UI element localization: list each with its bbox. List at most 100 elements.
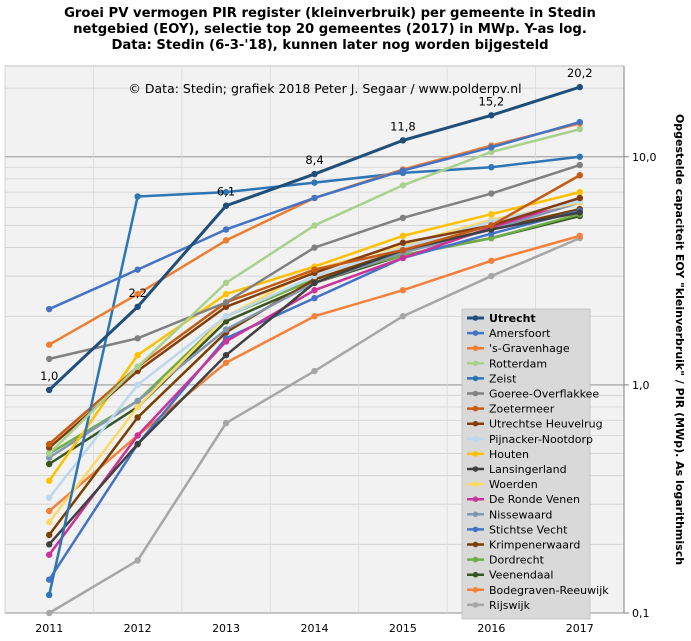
- legend-label: Zoetermeer: [489, 403, 555, 416]
- legend-swatch-marker: [472, 390, 479, 397]
- legend-swatch-marker: [472, 451, 479, 457]
- x-tick-label: 2017: [566, 622, 594, 635]
- data-point: [222, 351, 230, 359]
- y-tick-label: 1,0: [632, 379, 650, 392]
- legend-swatch-marker: [472, 375, 479, 382]
- legend-swatch-marker: [472, 481, 479, 487]
- data-point: [399, 313, 407, 320]
- data-label: 6,1: [217, 185, 235, 199]
- legend-item: Rotterdam: [467, 357, 547, 370]
- legend-label: Bodegraven-Reeuwijk: [489, 584, 609, 597]
- data-point: [311, 367, 318, 375]
- data-point: [134, 303, 141, 310]
- legend-swatch-marker: [472, 315, 479, 321]
- data-point: [576, 161, 583, 169]
- data-point: [399, 246, 407, 254]
- data-point: [488, 112, 495, 119]
- legend-swatch-marker: [472, 345, 479, 352]
- data-point: [222, 279, 230, 287]
- legend-label: Amersfoort: [489, 327, 551, 340]
- data-point: [222, 313, 230, 320]
- legend-label: Houten: [489, 448, 529, 461]
- legend-item: Nissewaard: [467, 508, 552, 521]
- data-point: [311, 294, 318, 302]
- series-utrecht: [46, 83, 583, 394]
- legend-item: Veenendaal: [467, 569, 553, 582]
- legend-label: Woerden: [489, 478, 538, 491]
- data-label: 8,4: [305, 153, 323, 167]
- data-point: [399, 239, 407, 246]
- legend-label: Rijswijk: [489, 599, 531, 612]
- copyright-annotation: © Data: Stedin; grafiek 2018 Peter J. Se…: [128, 81, 521, 96]
- data-point: [134, 193, 141, 200]
- legend-swatch-marker: [472, 571, 479, 578]
- chart-title: Groei PV vermogen PIR register (kleinver…: [0, 6, 660, 54]
- series-zeist: [46, 153, 583, 599]
- data-point: [311, 179, 318, 186]
- legend-label: Utrecht: [489, 312, 536, 325]
- data-point: [134, 403, 141, 411]
- data-point: [399, 167, 407, 174]
- legend-swatch-marker: [472, 602, 479, 608]
- data-point: [134, 432, 141, 439]
- legend-item: Zeist: [467, 372, 517, 385]
- x-tick-label: 2013: [212, 622, 240, 635]
- data-point: [134, 351, 141, 359]
- data-label: 15,2: [479, 94, 505, 108]
- x-tick-label: 2015: [389, 622, 417, 635]
- data-point: [311, 287, 318, 294]
- data-point: [134, 290, 141, 298]
- data-point: [576, 118, 583, 126]
- data-point: [399, 287, 407, 294]
- data-point: [134, 335, 141, 342]
- legend-swatch-marker: [472, 436, 479, 442]
- legend-item: Utrechtse Heuvelrug: [467, 418, 603, 431]
- legend-swatch-marker: [472, 330, 479, 336]
- data-point: [222, 318, 230, 325]
- data-point: [46, 386, 53, 394]
- data-point: [222, 359, 230, 366]
- legend-swatch-marker: [472, 496, 479, 503]
- data-point: [134, 440, 141, 448]
- legend-item: Krimpenerwaard: [467, 539, 580, 552]
- data-point: [222, 188, 230, 196]
- legend-label: Nissewaard: [489, 508, 552, 521]
- data-point: [46, 440, 53, 448]
- legend-item: Woerden: [467, 478, 538, 491]
- data-point: [46, 541, 53, 548]
- data-label: 11,8: [390, 119, 416, 133]
- legend-label: Utrechtse Heuvelrug: [489, 418, 603, 431]
- data-point: [46, 507, 53, 515]
- data-point: [399, 182, 407, 189]
- data-point: [222, 237, 230, 244]
- series-rijswijk: [46, 234, 583, 617]
- data-point: [46, 551, 53, 558]
- chart-title-line-2: netgebied (EOY), selectie top 20 gemeent…: [73, 22, 587, 37]
- data-point: [311, 279, 318, 287]
- data-point: [46, 591, 53, 599]
- y-axis-title: Opgestelde capaciteit EOY "kleinverbruik…: [673, 114, 686, 565]
- data-point: [399, 232, 407, 240]
- data-point: [134, 397, 141, 405]
- legend-item: Utrecht: [467, 312, 536, 325]
- data-point: [46, 305, 53, 313]
- y-tick-label: 0,1: [632, 607, 650, 620]
- data-point: [222, 326, 230, 333]
- data-label: 20,2: [567, 66, 593, 80]
- legend-item: Zoetermeer: [467, 403, 555, 416]
- data-point: [488, 190, 495, 197]
- series-rotterdam: [46, 126, 583, 457]
- data-label: 2,2: [128, 286, 146, 300]
- series-amersfoort: [46, 118, 583, 313]
- data-point: [576, 194, 583, 202]
- data-point: [46, 519, 53, 526]
- legend-label: Rotterdam: [489, 357, 547, 370]
- data-point: [488, 144, 495, 151]
- data-point: [46, 477, 53, 484]
- data-point: [576, 83, 583, 91]
- legend-item: Goeree-Overflakkee: [467, 388, 599, 401]
- chart-title-line-1: Groei PV vermogen PIR register (kleinver…: [64, 6, 596, 21]
- legend-label: Lansingerland: [489, 463, 567, 476]
- data-point: [311, 266, 318, 273]
